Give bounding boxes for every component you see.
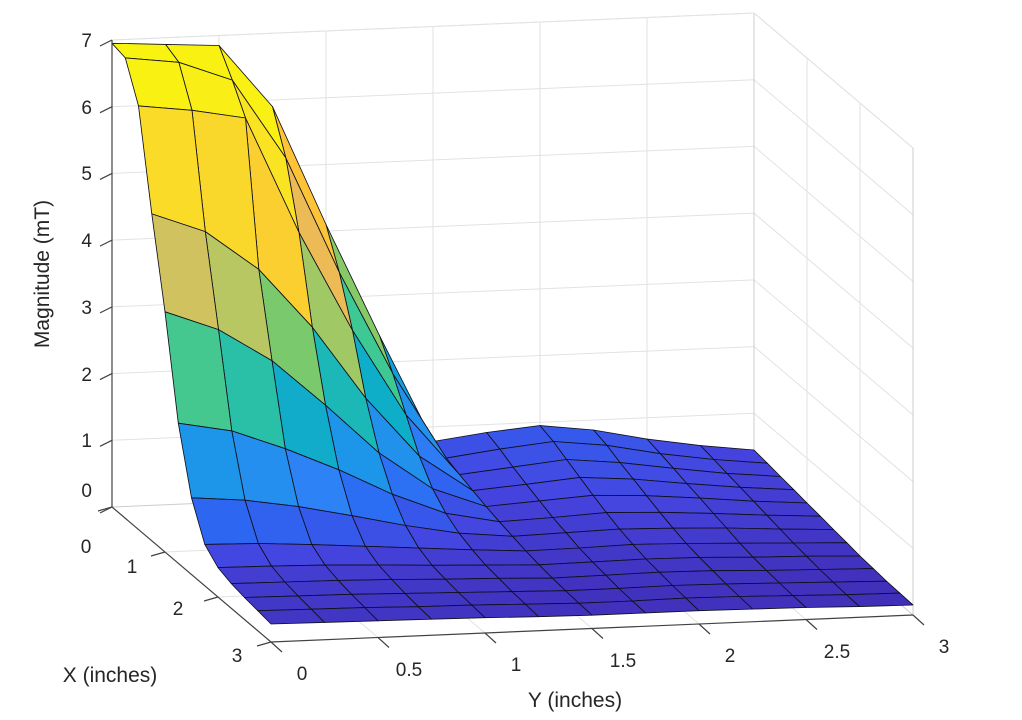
y-tick-label: 2	[725, 646, 736, 667]
y-tick-label: 0	[297, 664, 308, 685]
y-tick-label: 3	[939, 637, 950, 658]
y-axis-label: Y (inches)	[528, 689, 622, 712]
z-tick-label: 0	[81, 481, 92, 502]
z-axis-label: Magnitude (mT)	[31, 200, 54, 348]
tick-labels: 0 1 2 3 0 0.5 1 1.5 2 2.5 3 0 1 2 3 4 5 6 7	[81, 31, 950, 685]
x-tick-label: 2	[173, 599, 184, 620]
z-tick-label: 7	[81, 31, 92, 52]
axis-labels: Magnitude (mT) X (inches) Y (inches)	[31, 200, 622, 712]
y-tick-label: 1	[511, 655, 522, 676]
x-tick-label: 3	[232, 646, 243, 667]
y-tick-label: 1.5	[610, 651, 636, 672]
x-tick-label: 0	[81, 537, 92, 558]
x-tick-label: 1	[127, 557, 138, 578]
axes-lines	[97, 39, 925, 653]
surface-mesh	[111, 42, 914, 625]
y-tick-label: 2.5	[824, 642, 850, 663]
x-axis-label: X (inches)	[63, 664, 158, 687]
y-tick-label: 0.5	[396, 660, 422, 681]
z-tick-label: 6	[81, 98, 92, 119]
z-tick-label: 3	[81, 298, 92, 319]
z-tick-label: 4	[81, 231, 92, 252]
z-tick-label: 5	[81, 164, 92, 185]
z-tick-label: 2	[81, 365, 92, 386]
z-tick-label: 1	[81, 431, 92, 452]
